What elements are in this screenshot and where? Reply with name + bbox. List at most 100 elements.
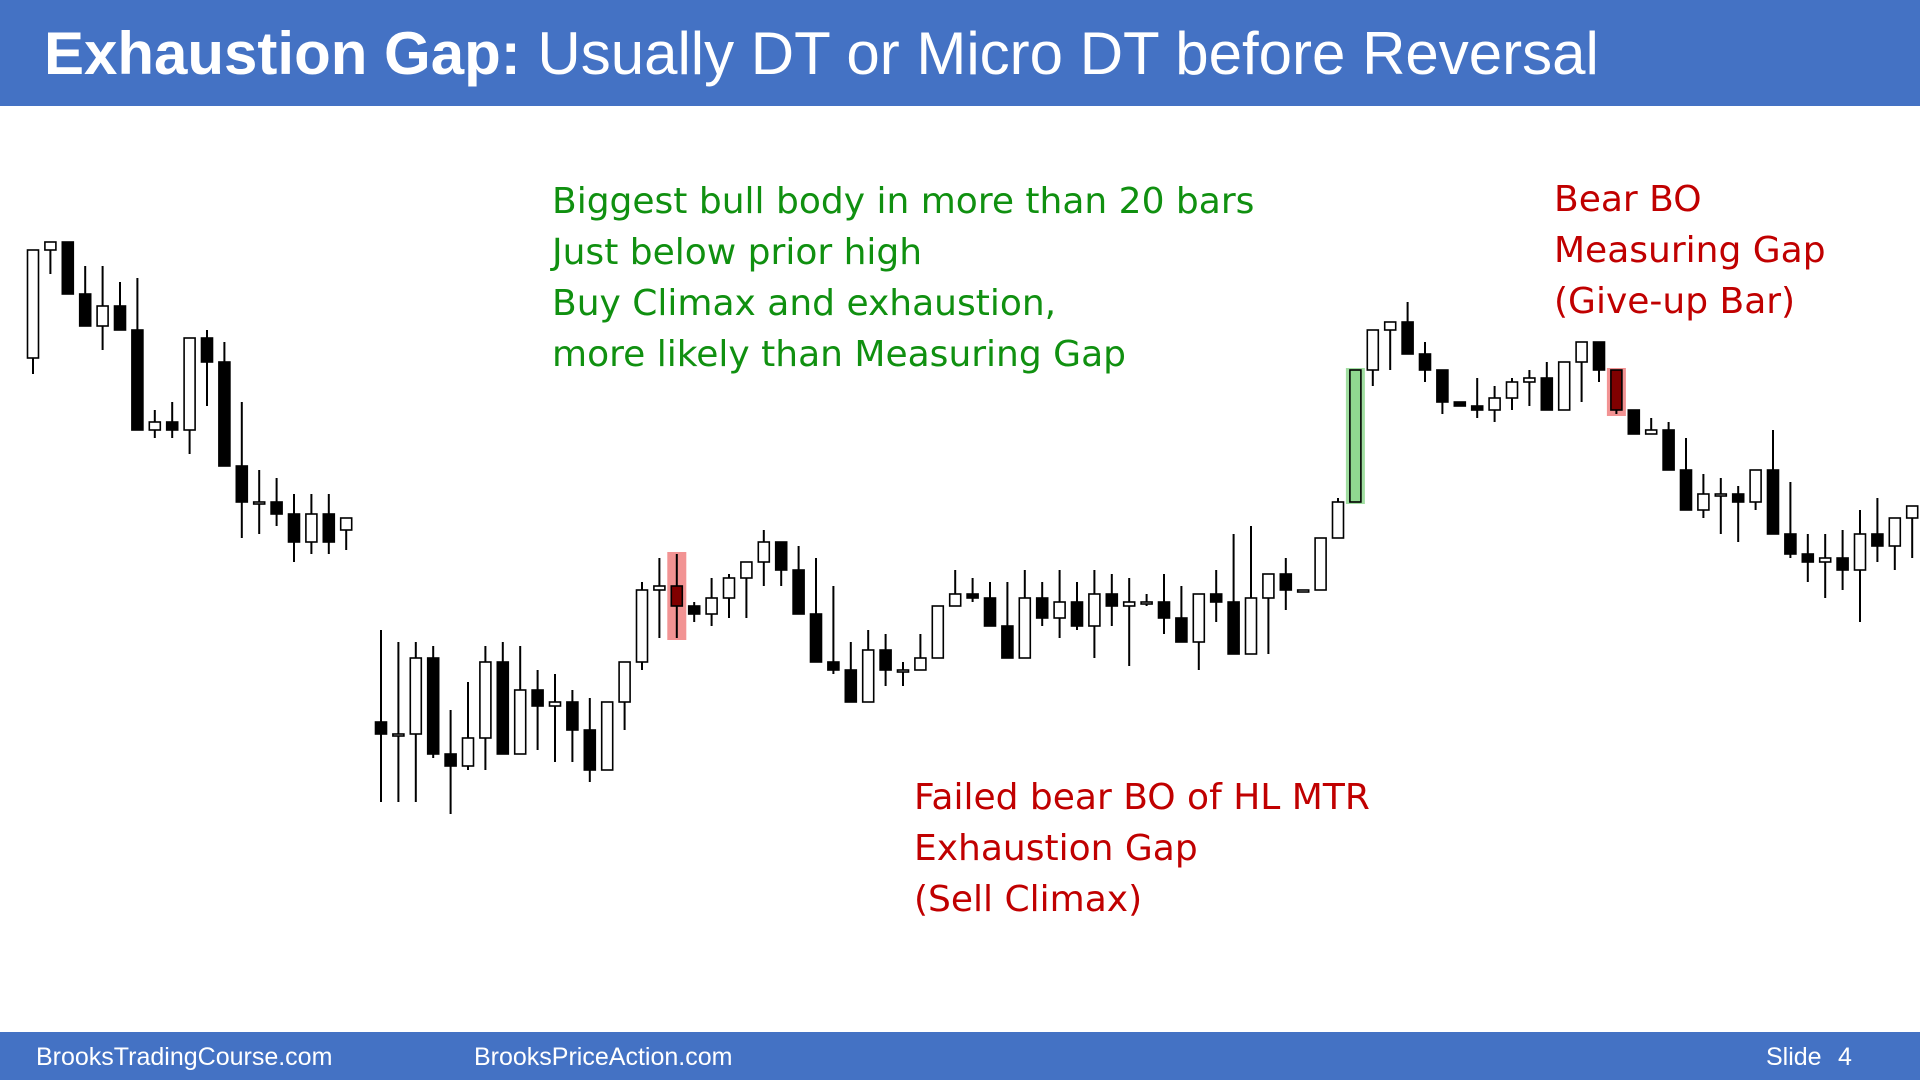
candle	[1192, 593, 1206, 670]
annotation-failed-bear-bo: Failed bear BO of HL MTR Exhaustion Gap …	[914, 772, 1370, 925]
candle	[1070, 582, 1084, 630]
candle	[1905, 505, 1919, 558]
candle	[635, 582, 649, 670]
candle	[1505, 378, 1519, 410]
candle-body	[1749, 469, 1762, 503]
candle-body	[966, 593, 979, 599]
candle	[200, 330, 214, 406]
candle	[1383, 321, 1397, 370]
candle-body	[1505, 381, 1519, 399]
slide-header: Exhaustion Gap: Usually DT or Micro DT b…	[0, 0, 1920, 106]
candle-body	[983, 597, 997, 627]
candle-body	[1523, 377, 1536, 383]
candle-body	[1453, 401, 1467, 407]
footer-slide-number: 4	[1838, 1043, 1852, 1071]
candle-body	[1349, 369, 1362, 503]
candle	[1557, 361, 1571, 411]
candle	[722, 574, 736, 618]
candle-body	[1401, 321, 1414, 355]
candle-body	[1644, 429, 1658, 435]
candle	[667, 552, 687, 640]
annotation-line: Just below prior high	[552, 232, 923, 273]
candle-body	[479, 661, 492, 739]
candle	[600, 701, 614, 771]
candle-body	[113, 305, 127, 331]
candle	[96, 266, 109, 350]
footer-site-middle: BrooksPriceAction.com	[474, 1043, 733, 1071]
candle-body	[914, 657, 927, 671]
candle	[1088, 570, 1101, 658]
candle	[1784, 482, 1797, 558]
candle	[1888, 517, 1902, 570]
candle-body	[1331, 501, 1345, 539]
candle-body	[1296, 589, 1310, 593]
candle-body	[1766, 469, 1780, 535]
candle-body	[809, 613, 823, 663]
candle	[444, 710, 457, 814]
candle	[148, 410, 162, 438]
candle-body	[96, 305, 109, 327]
candle-body	[531, 689, 544, 707]
candle-body	[635, 589, 649, 663]
annotation-line: Biggest bull body in more than 20 bars	[552, 181, 1255, 222]
candle	[1314, 537, 1327, 591]
annotation-line: Exhaustion Gap	[914, 828, 1198, 869]
candle	[1105, 574, 1119, 626]
candle	[1053, 570, 1066, 638]
candle-body	[1366, 329, 1380, 371]
candle-body	[1818, 557, 1832, 563]
candle-body	[1731, 493, 1745, 503]
candle	[809, 558, 823, 663]
slide-title-rest: Usually DT or Micro DT before Reversal	[520, 20, 1599, 87]
candle	[1296, 589, 1310, 593]
footer-slide-label: Slide	[1766, 1043, 1822, 1071]
candle	[948, 570, 962, 607]
candle-body	[1053, 601, 1066, 619]
candle-body	[1140, 601, 1153, 605]
candle	[287, 494, 301, 562]
candle-body	[131, 329, 144, 431]
candle-body	[774, 541, 788, 571]
candle	[566, 690, 579, 762]
candle-body	[1175, 617, 1188, 643]
candle-body	[322, 513, 336, 543]
candle-body	[287, 513, 301, 543]
candle	[131, 278, 144, 431]
candle-body	[687, 605, 701, 615]
candle	[1679, 438, 1693, 511]
candle-body	[1905, 505, 1919, 519]
candle	[1731, 486, 1745, 542]
footer-site-left: BrooksTradingCourse.com	[36, 1043, 333, 1071]
candle	[792, 546, 805, 615]
candle	[61, 241, 75, 295]
candle-body	[1209, 593, 1223, 603]
candle	[583, 698, 597, 782]
candle-body	[879, 649, 892, 671]
annotation-bull-climax: Biggest bull body in more than 20 bars J…	[552, 176, 1254, 380]
candle	[218, 342, 231, 467]
slide-title: Exhaustion Gap: Usually DT or Micro DT b…	[44, 14, 1599, 94]
candle	[757, 530, 771, 586]
candle-body	[496, 661, 510, 755]
candle	[270, 478, 283, 526]
candle-body	[461, 737, 475, 767]
candle	[461, 682, 475, 770]
candle	[914, 634, 927, 671]
candle	[339, 517, 353, 550]
candle-body	[392, 733, 405, 737]
candle-body	[948, 593, 962, 607]
candle	[966, 578, 979, 602]
candle-body	[1157, 601, 1171, 619]
candle-body	[1192, 593, 1206, 643]
candle	[1018, 570, 1032, 659]
candle	[740, 561, 753, 618]
candle	[44, 241, 57, 274]
candle-body	[1244, 597, 1258, 655]
candle-body	[931, 605, 945, 659]
slide-title-bold: Exhaustion Gap:	[44, 20, 521, 87]
candle	[235, 402, 249, 538]
candle-body	[600, 701, 614, 771]
candle	[165, 402, 179, 438]
candle-body	[218, 361, 231, 467]
candle	[1227, 534, 1240, 655]
